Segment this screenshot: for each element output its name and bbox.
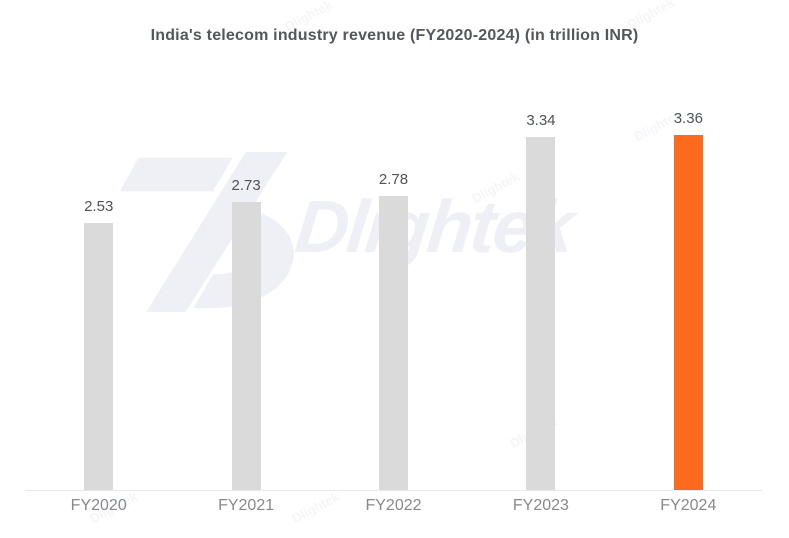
bar [673,135,703,490]
bar-column: 2.53 [25,0,172,490]
x-tick-label: FY2022 [365,497,422,514]
bar-column: 2.73 [172,0,319,490]
bar-column: 3.34 [467,0,614,490]
x-axis-labels: FY2020 FY2021 FY2022 FY2023 FY2024 [25,497,762,515]
bar [231,202,261,490]
chart-title: India's telecom industry revenue (FY2020… [150,27,639,44]
x-tick-label: FY2020 [70,497,127,514]
bar [379,196,409,490]
bar [84,223,114,490]
bar-value-label: 3.34 [526,112,556,129]
plot-area: 2.53 2.73 2.78 3.34 3.36 [25,0,762,490]
x-axis-line [25,490,762,491]
bar [526,137,556,490]
bar-value-label: 2.53 [84,198,114,215]
dlightek-logo-icon [119,152,294,312]
bar-value-label: 2.78 [378,171,409,188]
x-tick-label: FY2021 [218,497,275,514]
x-tick-label: FY2024 [660,497,717,514]
bar-column: 3.36 [615,0,762,490]
x-tick-label: FY2023 [512,497,569,514]
bar-value-label: 2.73 [231,177,261,194]
bar-column: 2.78 [320,0,467,490]
bar-value-label: 3.36 [673,110,703,127]
